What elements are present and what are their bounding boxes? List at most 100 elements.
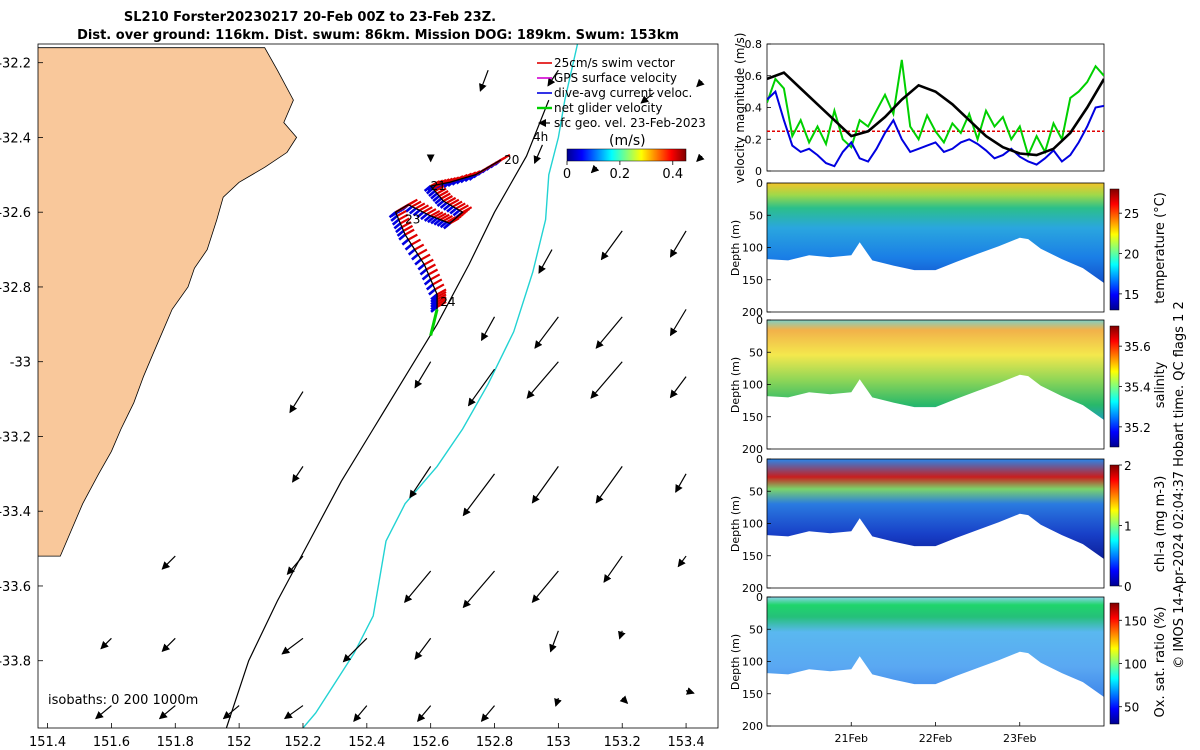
geo-velocity-arrow [669, 376, 687, 399]
section-y-tick-label: 0 [756, 591, 763, 604]
geo-velocity-arrow [534, 316, 559, 349]
swim-vector [458, 204, 469, 212]
swim-vector [422, 206, 433, 214]
section-ylabel: Depth (m) [729, 357, 742, 413]
section-y-tick-label: 50 [749, 209, 763, 222]
section-y-tick-label: 0 [756, 453, 763, 466]
current-vector [421, 273, 430, 281]
current-vector [430, 217, 438, 225]
geo-velocity-arrow [533, 144, 543, 165]
side-credit-text: © IMOS 14-Apr-2024 02:04:37 Hobart time.… [1172, 301, 1187, 668]
legend-gps-label: GPS surface velocity [554, 71, 677, 85]
section-colorbar-tick-label: 150 [1124, 614, 1147, 628]
velocity-series [767, 59, 1104, 168]
section-y-tick-label: 200 [742, 443, 763, 456]
current-vector [419, 268, 428, 276]
section-data-field [767, 183, 1104, 283]
geo-velocity-arrow [669, 309, 687, 337]
geo-velocity-arrow [590, 164, 600, 174]
current-vector [436, 219, 445, 227]
current-vector [442, 203, 451, 211]
section-y-tick-label: 100 [742, 242, 763, 255]
map-y-tick-label: -33.8 [0, 655, 31, 670]
section-colorbar-tick-label: 15 [1124, 288, 1139, 302]
section-y-tick-label: 200 [742, 306, 763, 319]
geo-velocity-arrow [640, 92, 655, 104]
swim-vector [398, 213, 409, 221]
section-ylabel: Depth (m) [729, 496, 742, 552]
map-colorbar-label: (m/s) [609, 133, 646, 149]
section-y-tick-label: 100 [742, 379, 763, 392]
legend-geo-label: sfc geo. vel. 23-Feb-2023 [554, 116, 706, 130]
current-vector [414, 258, 422, 266]
map-y-tick-label: -33.2 [0, 430, 31, 445]
swim-vector [415, 202, 426, 210]
current-vector [430, 293, 438, 301]
geo-velocity-arrow [554, 697, 562, 707]
section-data-field [767, 597, 1104, 697]
current-vector [391, 218, 400, 226]
current-vector [446, 205, 454, 213]
map-x-axis: 151.4 151.6 151.8 152 152.2 152.4 152.6 152.8 15… [29, 723, 705, 750]
velocity-series-line [767, 59, 1104, 159]
section-y-tick-label: 200 [742, 582, 763, 595]
section-y-tick-label: 100 [742, 518, 763, 531]
geo-velocity-arrow [618, 630, 626, 640]
geo-velocity-arrow [549, 630, 559, 653]
section-y-tick-label: 0 [756, 177, 763, 190]
velocity-y-tick-label: 0.8 [745, 38, 763, 51]
swim-vector [436, 288, 447, 296]
track-day-label: 20 [504, 153, 519, 167]
swim-vector [425, 263, 436, 271]
map-y-tick-label: -33 [10, 356, 31, 371]
map-x-tick-label: 152 [227, 735, 252, 750]
map-y-tick-label: -32.8 [0, 281, 31, 296]
geo-velocity-arrow [409, 466, 432, 499]
current-vector [423, 278, 432, 286]
map-content: 20 21 23 24 [38, 44, 705, 728]
geo-velocity-arrow [289, 391, 304, 414]
current-vector [408, 207, 417, 215]
geo-velocity-arrow [95, 705, 112, 720]
geo-velocity-arrow [685, 687, 695, 695]
section-colorbar [1109, 188, 1120, 311]
current-vector [432, 195, 441, 202]
geo-velocity-arrow [158, 705, 176, 720]
current-vector [427, 216, 435, 224]
section-x-tick-label: 22Feb [919, 732, 952, 745]
geo-velocity-arrow [462, 570, 495, 609]
current-vector [423, 185, 432, 193]
geo-velocity-arrow [481, 316, 496, 342]
track-day-label: 24 [440, 295, 455, 309]
section-y-tick-label: 50 [749, 346, 763, 359]
current-vector [427, 184, 435, 192]
current-vector [411, 253, 419, 261]
track-day-label: 21 [431, 179, 446, 193]
section-colorbar-tick-label: 0 [1124, 580, 1132, 594]
current-vector [396, 229, 405, 237]
land-mass [38, 47, 298, 557]
section-colorbar-tick-label: 2 [1124, 459, 1132, 473]
current-vector [430, 295, 438, 303]
geo-velocity-arrow [590, 361, 623, 399]
current-vector [423, 214, 432, 222]
section-panel: 0 50 100 150 200 Depth (m) 25 20 15 temperature (… [729, 177, 1168, 319]
geo-velocity-arrow [538, 249, 553, 274]
section-colorbar-label: Ox. sat. ratio (%) [1153, 607, 1168, 718]
geo-velocity-arrow [480, 705, 495, 722]
swim-vector [399, 217, 410, 225]
net-velocity-vector [429, 309, 439, 336]
swim-vector [436, 300, 447, 308]
geo-velocity-arrow [100, 637, 112, 650]
swim-vector [446, 196, 457, 204]
current-vector [430, 305, 438, 313]
current-vector [425, 187, 434, 195]
current-vector [398, 233, 406, 241]
geo-velocity-arrow [414, 637, 432, 660]
section-colorbar-label: temperature (°C) [1153, 192, 1168, 304]
swim-vector [417, 248, 428, 256]
swim-vector [455, 202, 466, 210]
swim-vector [434, 185, 445, 192]
